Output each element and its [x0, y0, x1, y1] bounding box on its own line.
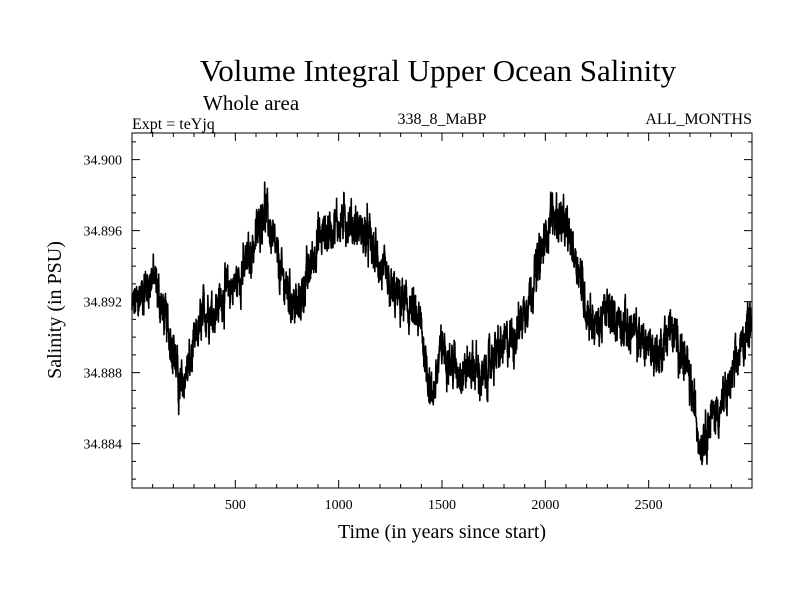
x-axis-label: Time (in years since start): [338, 521, 546, 543]
chart-title: Volume Integral Upper Ocean Salinity: [200, 53, 677, 88]
x-axis-ticks: 500 1000 1500 2000 2500: [152, 133, 732, 513]
x-tick-label: 1500: [428, 498, 456, 513]
salinity-series-line: [131, 181, 753, 466]
y-tick-label: 34.884: [84, 438, 123, 453]
y-axis-label: Salinity (in PSU): [44, 241, 66, 379]
x-tick-label: 2000: [531, 498, 559, 513]
expt-label: Expt = teYjq: [132, 116, 215, 133]
y-tick-label: 34.888: [84, 367, 123, 382]
chart-subtitle: Whole area: [203, 91, 300, 115]
run-label: 338_8_MaBP: [398, 111, 487, 128]
x-tick-label: 2500: [635, 498, 663, 513]
y-tick-label: 34.900: [84, 154, 123, 169]
x-tick-label: 500: [225, 498, 246, 513]
y-tick-label: 34.896: [84, 225, 123, 240]
months-label: ALL_MONTHS: [645, 111, 752, 128]
x-tick-label: 1000: [325, 498, 353, 513]
y-tick-label: 34.892: [84, 296, 123, 311]
y-axis-ticks: 34.884 34.888 34.892 34.896 34.900: [84, 141, 752, 480]
